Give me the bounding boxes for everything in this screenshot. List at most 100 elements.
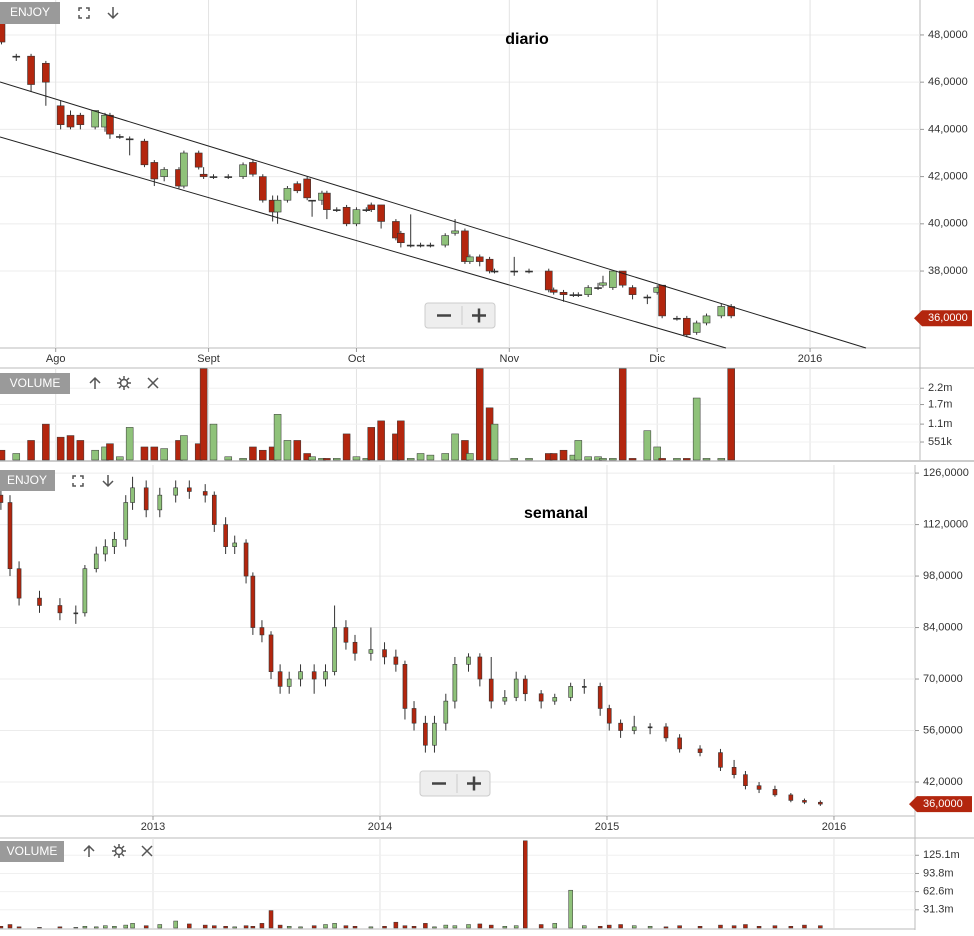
candle-body [343, 627, 349, 643]
settings-icon[interactable] [111, 843, 127, 859]
volume-bar [311, 925, 317, 929]
candle-body [243, 542, 249, 577]
x-tick-label: 2016 [822, 821, 846, 833]
candle-body [157, 494, 163, 511]
candle-body [466, 256, 474, 262]
symbol-label: ENJOY [7, 473, 47, 487]
candle-body [584, 287, 592, 295]
candle-body [525, 270, 533, 273]
y-tick-label: 46,0000 [928, 76, 968, 88]
candle-body [477, 656, 483, 680]
volume-bar [443, 924, 449, 929]
candle-body [717, 306, 726, 317]
candle-body [323, 192, 331, 210]
volume-bar [406, 458, 415, 461]
x-tick-label: Oct [348, 353, 365, 365]
volume-bar [552, 923, 558, 929]
volume-bar [382, 926, 387, 929]
candle-body [293, 183, 302, 192]
download-icon[interactable] [107, 6, 119, 19]
volume-button[interactable] [0, 841, 64, 862]
volume-tick-label: 31.3m [923, 904, 954, 916]
volume-bar [559, 449, 568, 461]
candle-body [397, 232, 405, 244]
volume-bar [342, 433, 351, 461]
candle-body [377, 204, 385, 222]
volume-bar [568, 889, 573, 929]
volume-bar [283, 440, 292, 461]
price-tag-label: 36,0000 [928, 312, 968, 324]
volume-bar [574, 440, 583, 461]
candle-body [125, 138, 134, 141]
candle-body [544, 270, 553, 291]
volume-bar [27, 440, 35, 461]
chart-title: semanal [524, 505, 588, 522]
volume-bar [150, 446, 159, 461]
settings-icon[interactable] [116, 375, 132, 391]
candle-body [249, 162, 257, 175]
candle-body [66, 114, 75, 128]
volume-bar [106, 443, 114, 461]
volume-bar [426, 454, 435, 461]
candle-body [116, 136, 124, 138]
volume-tick-label: 62.6m [923, 886, 954, 898]
volume-bar [73, 927, 79, 929]
candle-body [568, 686, 573, 698]
candle-body [677, 737, 682, 750]
symbol-label: ENJOY [10, 5, 50, 19]
volume-bar [513, 925, 519, 929]
price-tag [914, 310, 972, 327]
volume-bar [12, 453, 21, 461]
candle-body [788, 794, 794, 801]
candle-body [618, 722, 623, 731]
candle-body [259, 627, 265, 636]
volume-bar [259, 449, 267, 461]
volume-bar [37, 927, 42, 929]
candle-body [549, 289, 558, 293]
candle-body [42, 62, 50, 83]
zoom-box [424, 302, 496, 329]
download-icon[interactable] [102, 474, 114, 487]
y-tick-label: 84,0000 [923, 621, 963, 633]
close-icon[interactable] [147, 377, 159, 389]
zoom-in[interactable] [472, 308, 486, 323]
candle-body [802, 800, 807, 803]
volume-tick-label: 93.8m [923, 867, 954, 879]
symbol-button[interactable] [0, 470, 55, 491]
close-icon[interactable] [141, 845, 153, 857]
candle-body [643, 296, 652, 299]
candle-body [451, 230, 459, 234]
move-up-icon[interactable] [89, 377, 101, 390]
expand-icon[interactable] [72, 475, 84, 487]
zoom-in[interactable] [467, 776, 481, 791]
volume-bar [618, 924, 623, 929]
candle-body [224, 176, 233, 178]
volume-bar [66, 435, 75, 461]
volume-tick-label: 125.1m [923, 849, 960, 861]
volume-bar [452, 925, 458, 929]
candle-body [367, 204, 376, 210]
candle-body [818, 801, 823, 805]
symbol-button[interactable] [0, 2, 60, 24]
volume-bar [123, 924, 129, 929]
candle-body [332, 627, 337, 672]
candle-body [411, 708, 417, 724]
volume-bar [112, 926, 117, 929]
volume-bar [663, 926, 669, 929]
volume-bar [42, 423, 50, 461]
candle-body [37, 597, 42, 606]
y-tick-label: 40,0000 [928, 218, 968, 230]
volume-bar [743, 924, 748, 929]
expand-icon[interactable] [78, 7, 90, 19]
candle-body [187, 487, 192, 492]
candle-body [402, 664, 408, 709]
volume-bar [7, 924, 13, 929]
volume-bar [116, 456, 124, 461]
candle-body [392, 221, 400, 239]
x-tick-label: 2014 [368, 821, 392, 833]
candle-body [618, 270, 627, 286]
candle-body [597, 686, 603, 709]
candle-body [27, 55, 35, 85]
volume-button[interactable] [0, 373, 70, 394]
